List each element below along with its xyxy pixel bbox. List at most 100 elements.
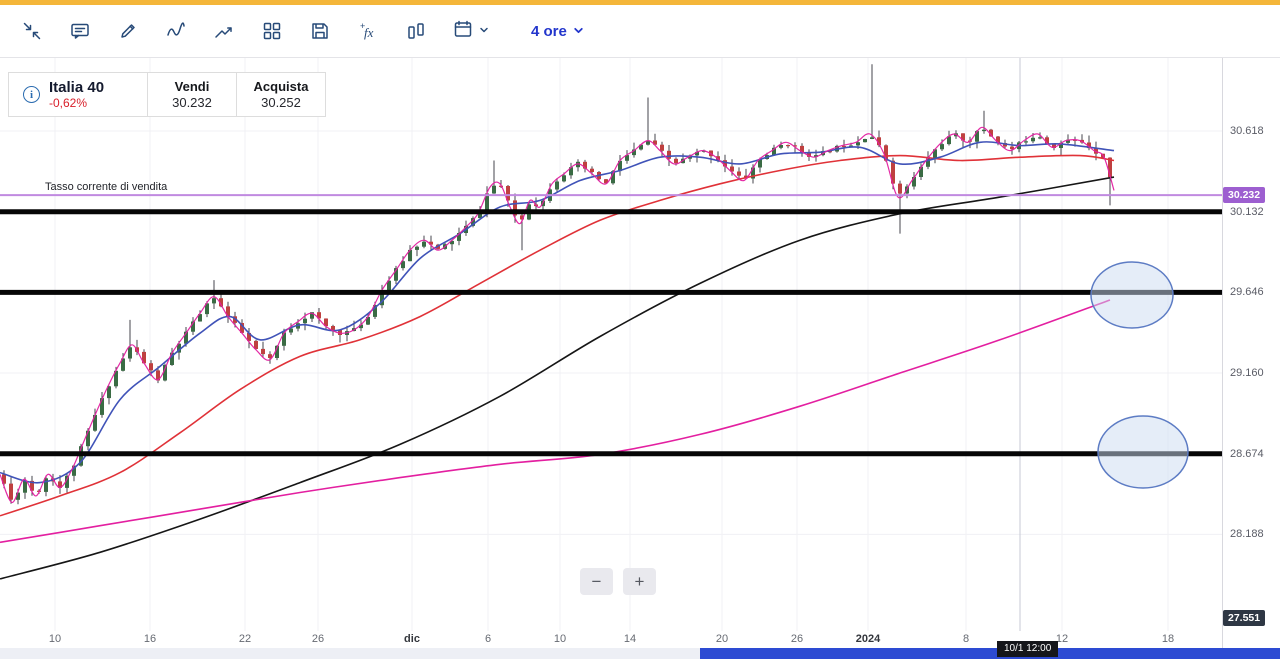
candle-body bbox=[653, 140, 657, 145]
sell-button[interactable]: Vendi 30.232 bbox=[148, 72, 237, 117]
chevron-down-icon bbox=[573, 23, 584, 40]
candle-body bbox=[338, 329, 342, 335]
trendline-button[interactable] bbox=[212, 19, 236, 43]
candle-body bbox=[730, 166, 734, 172]
candle-body bbox=[1087, 142, 1091, 149]
date-axis-label: 10 bbox=[48, 633, 62, 645]
ma-line-magenta-slow bbox=[0, 299, 1111, 544]
candle-body bbox=[520, 215, 524, 220]
exit-fullscreen-button[interactable] bbox=[20, 19, 44, 43]
candle-body bbox=[1045, 137, 1049, 144]
calendar-button[interactable] bbox=[452, 18, 489, 45]
candle-body bbox=[1108, 157, 1112, 178]
date-axis-label: 26 bbox=[311, 633, 325, 645]
candle-body bbox=[989, 129, 993, 137]
candle-body bbox=[912, 177, 916, 187]
candle-body bbox=[240, 323, 244, 333]
compare-icon bbox=[405, 20, 427, 42]
candle-body bbox=[429, 241, 433, 245]
current-sell-rate-label: Tasso corrente di vendita bbox=[45, 181, 168, 193]
instrument-info-cell[interactable]: i Italia 40 -0,62% bbox=[8, 72, 148, 117]
price-axis-label: 29.646 bbox=[1230, 286, 1264, 299]
ma-line-blue bbox=[0, 141, 1115, 484]
date-axis-label: 14 bbox=[623, 633, 637, 645]
candle-body bbox=[814, 155, 818, 157]
date-axis-label: 26 bbox=[790, 633, 804, 645]
candle-body bbox=[996, 136, 1000, 143]
date-axis-label: 22 bbox=[238, 633, 252, 645]
candle-body bbox=[9, 483, 13, 500]
candle-body bbox=[842, 145, 846, 148]
candle-body bbox=[618, 160, 622, 172]
candle-body bbox=[772, 147, 776, 156]
compare-button[interactable] bbox=[404, 19, 428, 43]
notes-button[interactable] bbox=[68, 19, 92, 43]
candle-body bbox=[219, 298, 223, 307]
candle-body bbox=[660, 144, 664, 151]
ma-line-black bbox=[0, 176, 1115, 580]
instrument-change: -0,62% bbox=[49, 96, 88, 110]
candle-body bbox=[275, 345, 279, 358]
chevron-down-icon bbox=[479, 22, 489, 40]
candle-body bbox=[1031, 137, 1035, 142]
candle-body bbox=[492, 185, 496, 194]
date-axis[interactable]: 10 16 22 26 dic 6 10 14 20 26 2024 8 12 18 bbox=[0, 631, 1222, 648]
drawing-ellipse[interactable] bbox=[1097, 415, 1189, 489]
candle-body bbox=[93, 414, 97, 431]
candle-body bbox=[1059, 142, 1063, 148]
candle-body bbox=[184, 331, 188, 344]
price-axis[interactable]: 30.232 27.551 30.618 30.132 29.646 29.160 28… bbox=[1222, 58, 1280, 648]
candle-body bbox=[394, 268, 398, 281]
candle-body bbox=[667, 150, 671, 159]
buy-button[interactable]: Acquista 30.252 bbox=[237, 72, 326, 117]
price-axis-label: 30.618 bbox=[1230, 125, 1264, 137]
indicators-button[interactable] bbox=[164, 19, 188, 43]
price-axis-label: 28.674 bbox=[1230, 447, 1264, 460]
draw-button[interactable] bbox=[116, 19, 140, 43]
candle-body bbox=[373, 305, 377, 317]
candle-body bbox=[1094, 148, 1098, 154]
candle-body bbox=[926, 158, 930, 167]
save-button[interactable] bbox=[308, 19, 332, 43]
chart-toolbar: + fx 4 ore bbox=[0, 5, 1280, 58]
timeframe-label: 4 ore bbox=[531, 22, 567, 40]
price-chart[interactable] bbox=[0, 58, 1222, 631]
candle-body bbox=[478, 210, 482, 219]
zoom-in-button[interactable]: + bbox=[623, 568, 656, 595]
timeframe-selector[interactable]: 4 ore bbox=[531, 23, 584, 40]
candle-body bbox=[331, 326, 335, 330]
candle-body bbox=[422, 241, 426, 247]
candle-body bbox=[121, 358, 125, 371]
candle-body bbox=[604, 179, 608, 184]
functions-button[interactable]: + fx bbox=[356, 19, 380, 43]
candle-body bbox=[849, 145, 853, 147]
candle-body bbox=[1010, 146, 1014, 150]
price-axis-label: 30.132 bbox=[1230, 205, 1264, 218]
candle-body bbox=[856, 142, 860, 146]
candle-body bbox=[695, 151, 699, 156]
visible-range-handle[interactable] bbox=[700, 648, 1280, 659]
layout-button[interactable] bbox=[260, 19, 284, 43]
candle-body bbox=[555, 181, 559, 190]
candle-body bbox=[247, 332, 251, 341]
candle-body bbox=[807, 152, 811, 157]
candle-body bbox=[863, 139, 867, 143]
candle-body bbox=[457, 233, 461, 241]
candle-body bbox=[562, 175, 566, 182]
candle-body bbox=[513, 200, 517, 216]
candle-body bbox=[16, 492, 20, 500]
info-icon[interactable]: i bbox=[23, 86, 40, 103]
exit-fullscreen-icon bbox=[21, 20, 43, 42]
candle-body bbox=[142, 351, 146, 364]
candle-body bbox=[156, 370, 160, 381]
zoom-out-button[interactable]: − bbox=[580, 568, 613, 595]
candle-body bbox=[177, 343, 181, 353]
candle-body bbox=[366, 316, 370, 325]
drawing-ellipse[interactable] bbox=[1090, 261, 1174, 329]
calendar-icon bbox=[452, 18, 474, 45]
candle-body bbox=[870, 137, 874, 139]
candle-body bbox=[639, 144, 643, 150]
candle-body bbox=[191, 321, 195, 332]
candle-body bbox=[205, 303, 209, 315]
time-scrollbar[interactable] bbox=[0, 648, 1280, 659]
